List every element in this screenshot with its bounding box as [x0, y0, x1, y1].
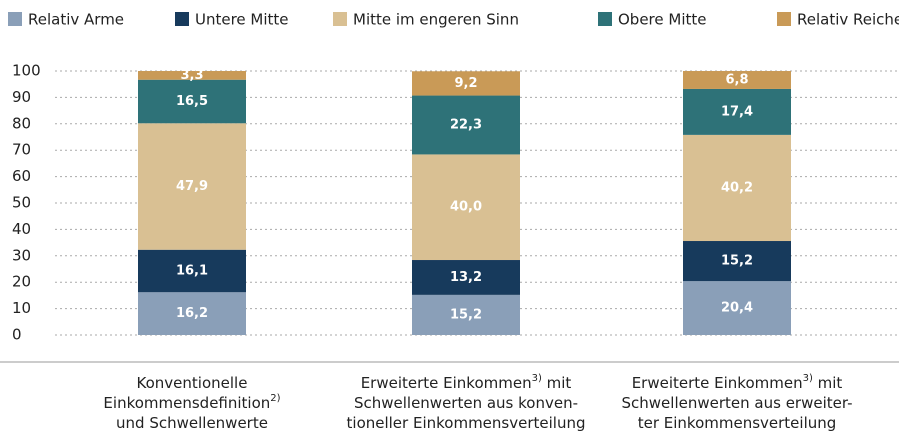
- x-tick-label: und Schwellenwerte: [116, 414, 268, 432]
- data-label: 6,8: [725, 72, 748, 87]
- bar-segment: [683, 281, 791, 335]
- label-text: und Schwellenwerte: [116, 414, 268, 432]
- y-tick-label: 80: [12, 114, 31, 132]
- y-tick-label: 70: [12, 141, 31, 159]
- legend-swatch: [175, 12, 189, 26]
- data-label: 16,5: [176, 94, 208, 109]
- legend-label: Untere Mitte: [195, 11, 289, 29]
- data-label: 15,2: [450, 307, 482, 322]
- data-label: 40,2: [721, 180, 753, 195]
- label-text: tioneller Einkommensverteilung: [347, 414, 586, 432]
- footnote-mark: 3): [803, 373, 813, 384]
- data-label: 3,3: [180, 68, 203, 83]
- bar-segment: [683, 71, 791, 89]
- bar-segment: [683, 88, 791, 135]
- x-tick-label: Schwellenwerten aus erweiter-: [622, 394, 853, 412]
- label-text: Erweiterte Einkommen: [632, 374, 803, 392]
- bar-segment: [138, 79, 246, 124]
- legend-swatch: [333, 12, 347, 26]
- data-label: 13,2: [450, 270, 482, 285]
- bar-segment: [412, 154, 520, 261]
- data-label: 16,2: [176, 306, 208, 321]
- legend-swatch: [777, 12, 791, 26]
- footnote-mark: 3): [532, 373, 542, 384]
- data-label: 22,3: [450, 117, 482, 132]
- bar-segment: [412, 294, 520, 335]
- y-tick-label: 60: [12, 167, 31, 185]
- data-label: 20,4: [721, 301, 753, 316]
- x-tick-label: Einkommensdefinition2): [103, 393, 280, 412]
- x-tick-label: ter Einkommensverteilung: [638, 414, 837, 432]
- bar-segment: [138, 292, 246, 335]
- label-text: Einkommensdefinition: [103, 394, 270, 412]
- label-text: Schwellenwerten aus erweiter-: [622, 394, 853, 412]
- y-tick-label: 0: [12, 326, 22, 344]
- y-tick-label: 90: [12, 88, 31, 106]
- y-tick-label: 20: [12, 273, 31, 291]
- bar-segment: [138, 123, 246, 250]
- legend-label: Mitte im engeren Sinn: [353, 11, 519, 29]
- y-tick-label: 40: [12, 220, 31, 238]
- legend-swatch: [598, 12, 612, 26]
- bar-segment: [683, 241, 791, 282]
- label-text: Erweiterte Einkommen: [361, 374, 532, 392]
- data-label: 47,9: [176, 179, 208, 194]
- label-text: Schwellenwerten aus konven-: [354, 394, 578, 412]
- legend-label: Obere Mitte: [618, 11, 707, 29]
- bar-segment: [138, 249, 246, 293]
- data-label: 9,2: [454, 76, 477, 91]
- legend-label: Relativ Reiche: [797, 11, 899, 29]
- bar-segment: [412, 71, 520, 96]
- x-tick-label: Konventionelle: [137, 374, 248, 392]
- bar-segment: [412, 95, 520, 155]
- data-label: 15,2: [721, 254, 753, 269]
- x-tick-label: tioneller Einkommensverteilung: [347, 414, 586, 432]
- data-label: 17,4: [721, 104, 753, 119]
- label-text: mit: [542, 374, 572, 392]
- legend-label: Relativ Arme: [28, 11, 124, 29]
- bar-segment: [138, 71, 246, 80]
- bar-segment: [412, 260, 520, 295]
- y-tick-label: 10: [12, 299, 31, 317]
- label-text: Konventionelle: [137, 374, 248, 392]
- data-label: 16,1: [176, 263, 208, 278]
- label-text: mit: [813, 374, 843, 392]
- x-tick-label: Erweiterte Einkommen3) mit: [632, 373, 843, 392]
- x-tick-label: Erweiterte Einkommen3) mit: [361, 373, 572, 392]
- x-tick-label: Schwellenwerten aus konven-: [354, 394, 578, 412]
- data-label: 40,0: [450, 200, 482, 215]
- bar-segment: [683, 134, 791, 242]
- y-tick-label: 100: [12, 62, 41, 80]
- legend-swatch: [8, 12, 22, 26]
- label-text: ter Einkommensverteilung: [638, 414, 837, 432]
- y-tick-label: 50: [12, 194, 31, 212]
- y-tick-label: 30: [12, 246, 31, 264]
- footnote-mark: 2): [270, 393, 280, 404]
